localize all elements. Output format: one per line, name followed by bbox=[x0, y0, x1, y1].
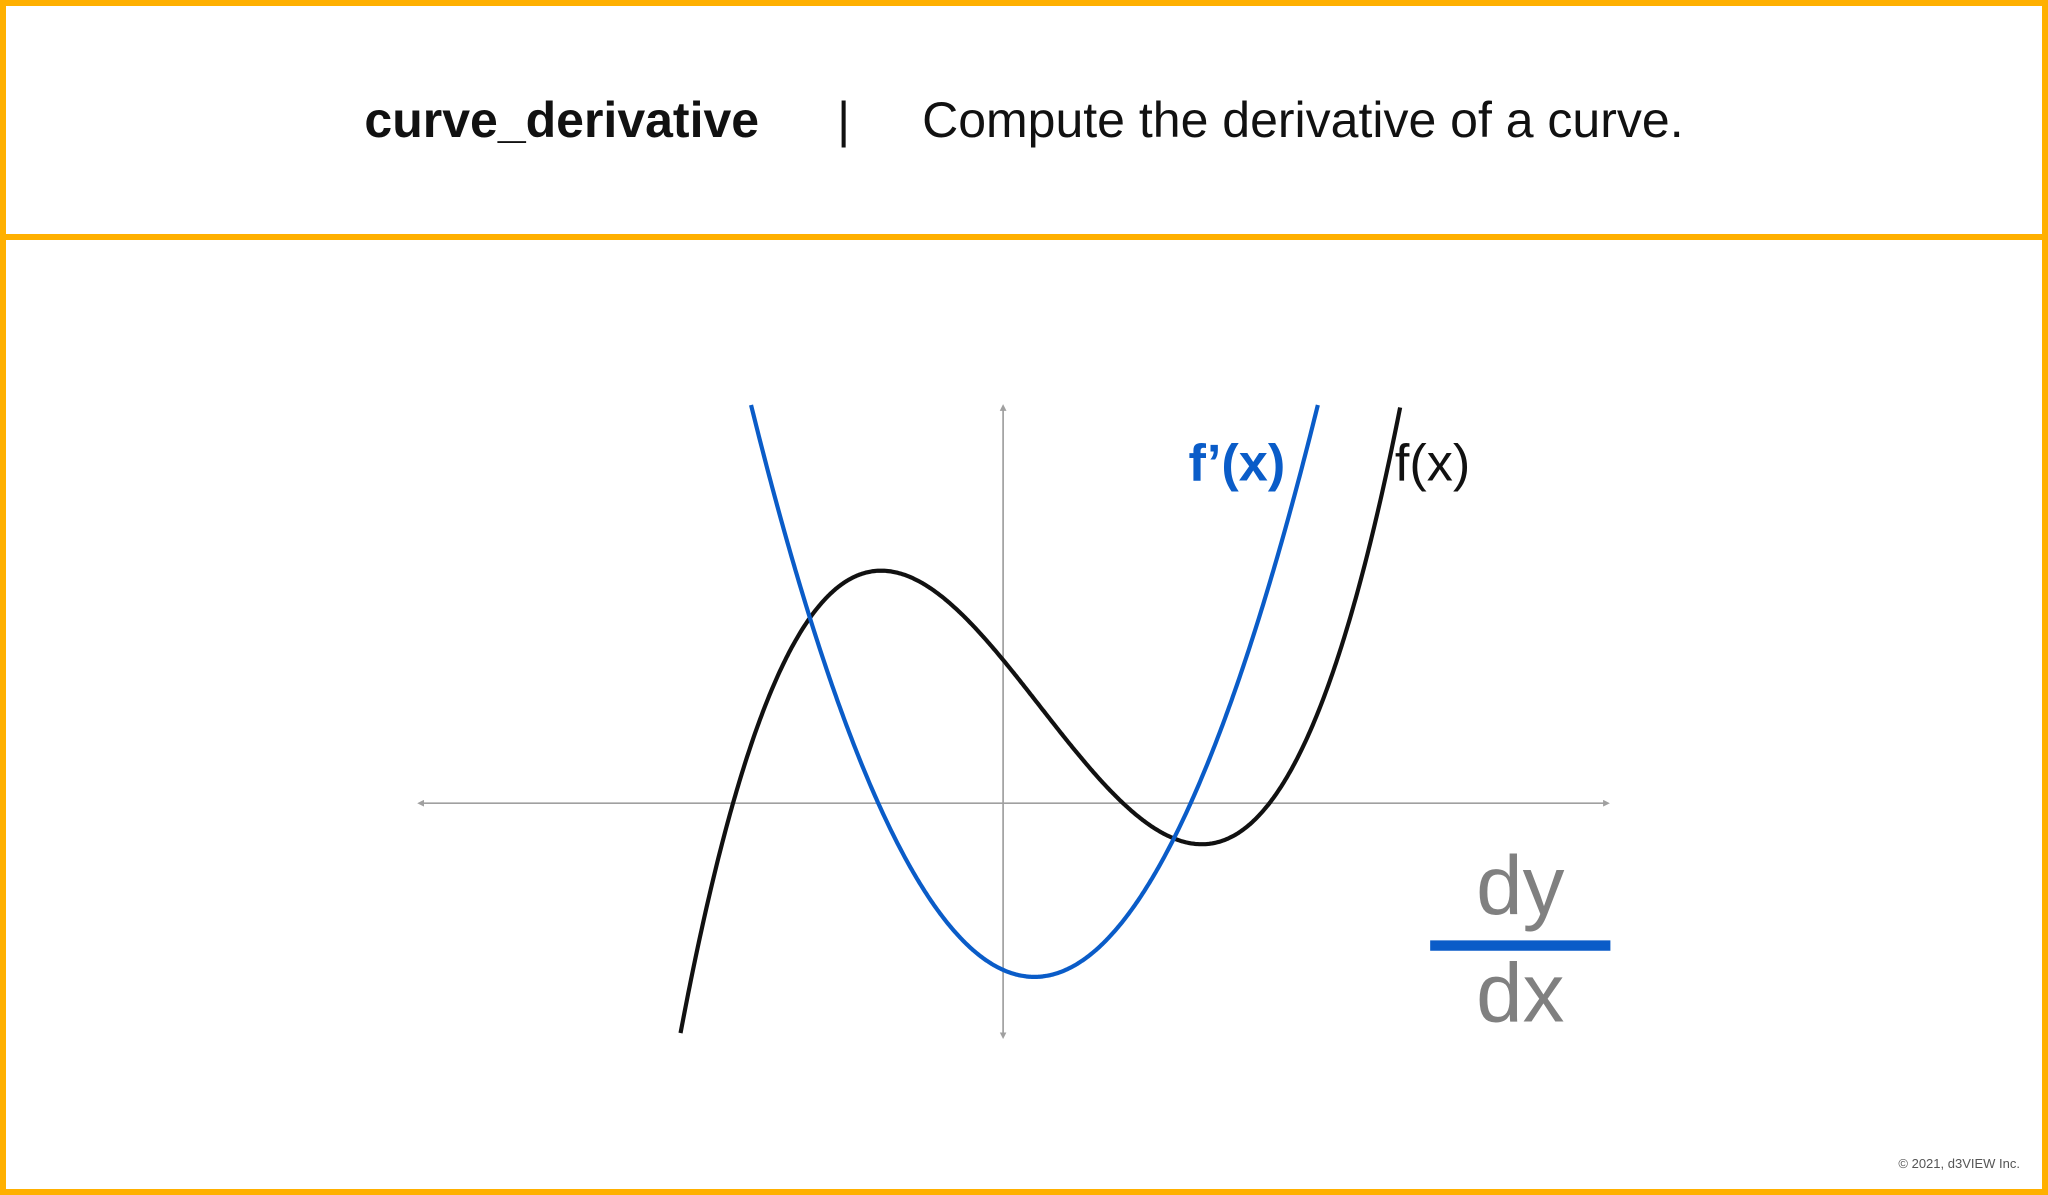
derivative-curve bbox=[749, 404, 1320, 979]
title-separator: | bbox=[837, 92, 851, 148]
tool-description: Compute the derivative of a curve. bbox=[922, 92, 1684, 148]
derivative-label: f’(x) bbox=[1189, 435, 1286, 493]
f-label: f(x) bbox=[1395, 435, 1470, 493]
body-frame bbox=[0, 234, 2048, 1195]
copyright: © 2021, d3VIEW Inc. bbox=[1898, 1156, 2020, 1171]
fraction-numerator: dy bbox=[1476, 838, 1564, 932]
f-curve bbox=[678, 407, 1403, 1034]
title-bar: curve_derivative | Compute the derivativ… bbox=[0, 0, 2048, 240]
tool-name: curve_derivative bbox=[364, 92, 760, 148]
fraction-denominator: dx bbox=[1476, 945, 1564, 1039]
